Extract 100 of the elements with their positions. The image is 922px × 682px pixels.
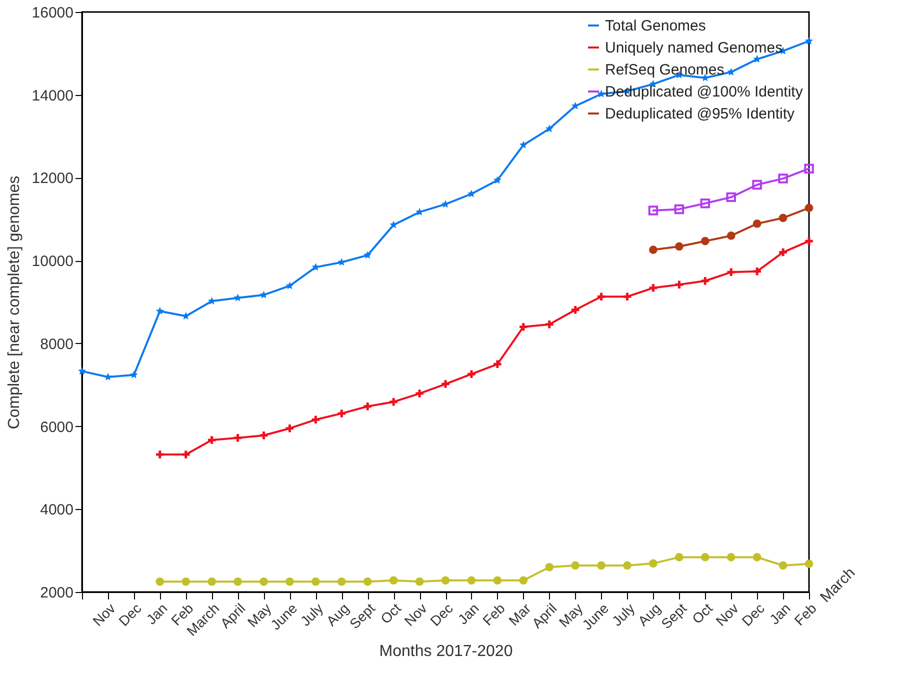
point [467, 576, 476, 585]
point [519, 576, 528, 585]
y-tick-label: 14000 [32, 87, 74, 104]
point [414, 388, 425, 399]
point [232, 432, 243, 444]
point [649, 559, 658, 568]
y-axis-title: Complete [near complete] genomes [6, 176, 23, 430]
point [206, 434, 217, 446]
point [778, 214, 788, 222]
point [648, 282, 658, 294]
point [388, 396, 399, 407]
point [778, 561, 788, 570]
point [208, 296, 216, 305]
point [363, 577, 372, 586]
point [258, 430, 269, 441]
y-tick-label: 16000 [32, 4, 74, 22]
x-tick-label: Mar [505, 600, 534, 628]
point [571, 561, 580, 570]
point [442, 200, 450, 208]
point [804, 560, 814, 568]
point [310, 414, 321, 425]
point [804, 164, 814, 174]
point [700, 553, 710, 562]
x-tick-label: Jan [454, 600, 482, 628]
point [596, 291, 606, 302]
legend-label: Deduplicated @95% Identity [605, 106, 796, 122]
point [362, 401, 373, 412]
point [674, 553, 684, 562]
point [649, 246, 658, 254]
point [364, 251, 372, 259]
point [284, 423, 295, 434]
point [752, 180, 762, 190]
point [726, 553, 736, 562]
legend-label: Total Genomes [605, 18, 706, 34]
point [805, 36, 813, 44]
point [571, 102, 580, 110]
legend-label: Deduplicated @100% Identity [605, 84, 804, 100]
point [623, 561, 632, 570]
x-tick-label: Jan [143, 600, 170, 628]
y-tick-label: 6000 [40, 418, 74, 436]
x-tick-label: Jan [766, 600, 794, 628]
point [182, 577, 190, 586]
point [597, 90, 606, 98]
point [622, 291, 632, 302]
point [311, 577, 320, 586]
legend-label: Uniquely named Genomes [605, 40, 783, 56]
point [700, 236, 710, 246]
point [674, 242, 684, 251]
point [597, 561, 606, 570]
point [544, 319, 554, 330]
point [389, 576, 398, 585]
point [519, 140, 528, 148]
x-tick-label: July [608, 600, 638, 630]
point [441, 576, 450, 585]
point [466, 368, 477, 380]
y-tick-label: 2000 [40, 584, 74, 602]
x-tick-label: Feb [479, 600, 508, 628]
point [180, 449, 191, 460]
point [752, 266, 762, 276]
point [804, 204, 814, 212]
point [727, 68, 736, 76]
point [648, 206, 658, 216]
point [752, 220, 762, 228]
point [336, 408, 347, 419]
point [130, 370, 138, 378]
point [752, 553, 762, 562]
y-tick-label: 10000 [32, 253, 74, 270]
point [234, 577, 242, 586]
point [726, 192, 736, 202]
point [570, 304, 580, 315]
y-tick-label: 8000 [40, 336, 74, 353]
point [156, 577, 164, 586]
y-tick-label: 4000 [40, 502, 74, 519]
x-axis-title: Months 2017-2020 [379, 642, 513, 660]
point [674, 279, 684, 290]
point [726, 267, 736, 278]
x-tick-label: Feb [791, 600, 820, 628]
point [492, 359, 503, 370]
x-tick-label: July [297, 600, 326, 630]
point [545, 562, 554, 572]
point [286, 577, 294, 586]
point [493, 176, 502, 184]
legend-label: RefSeq Genomes [605, 62, 724, 78]
point [726, 232, 736, 240]
y-tick-label: 12000 [32, 170, 74, 188]
point [260, 577, 268, 586]
point [337, 577, 346, 586]
point [545, 124, 554, 132]
point [778, 247, 788, 258]
point [156, 306, 164, 314]
point [415, 577, 424, 586]
point [674, 204, 684, 214]
point [518, 322, 529, 332]
point [78, 367, 86, 375]
point [234, 294, 242, 302]
point [286, 282, 294, 290]
point [778, 174, 788, 184]
point [700, 198, 710, 208]
point [208, 577, 216, 586]
point [700, 276, 710, 286]
